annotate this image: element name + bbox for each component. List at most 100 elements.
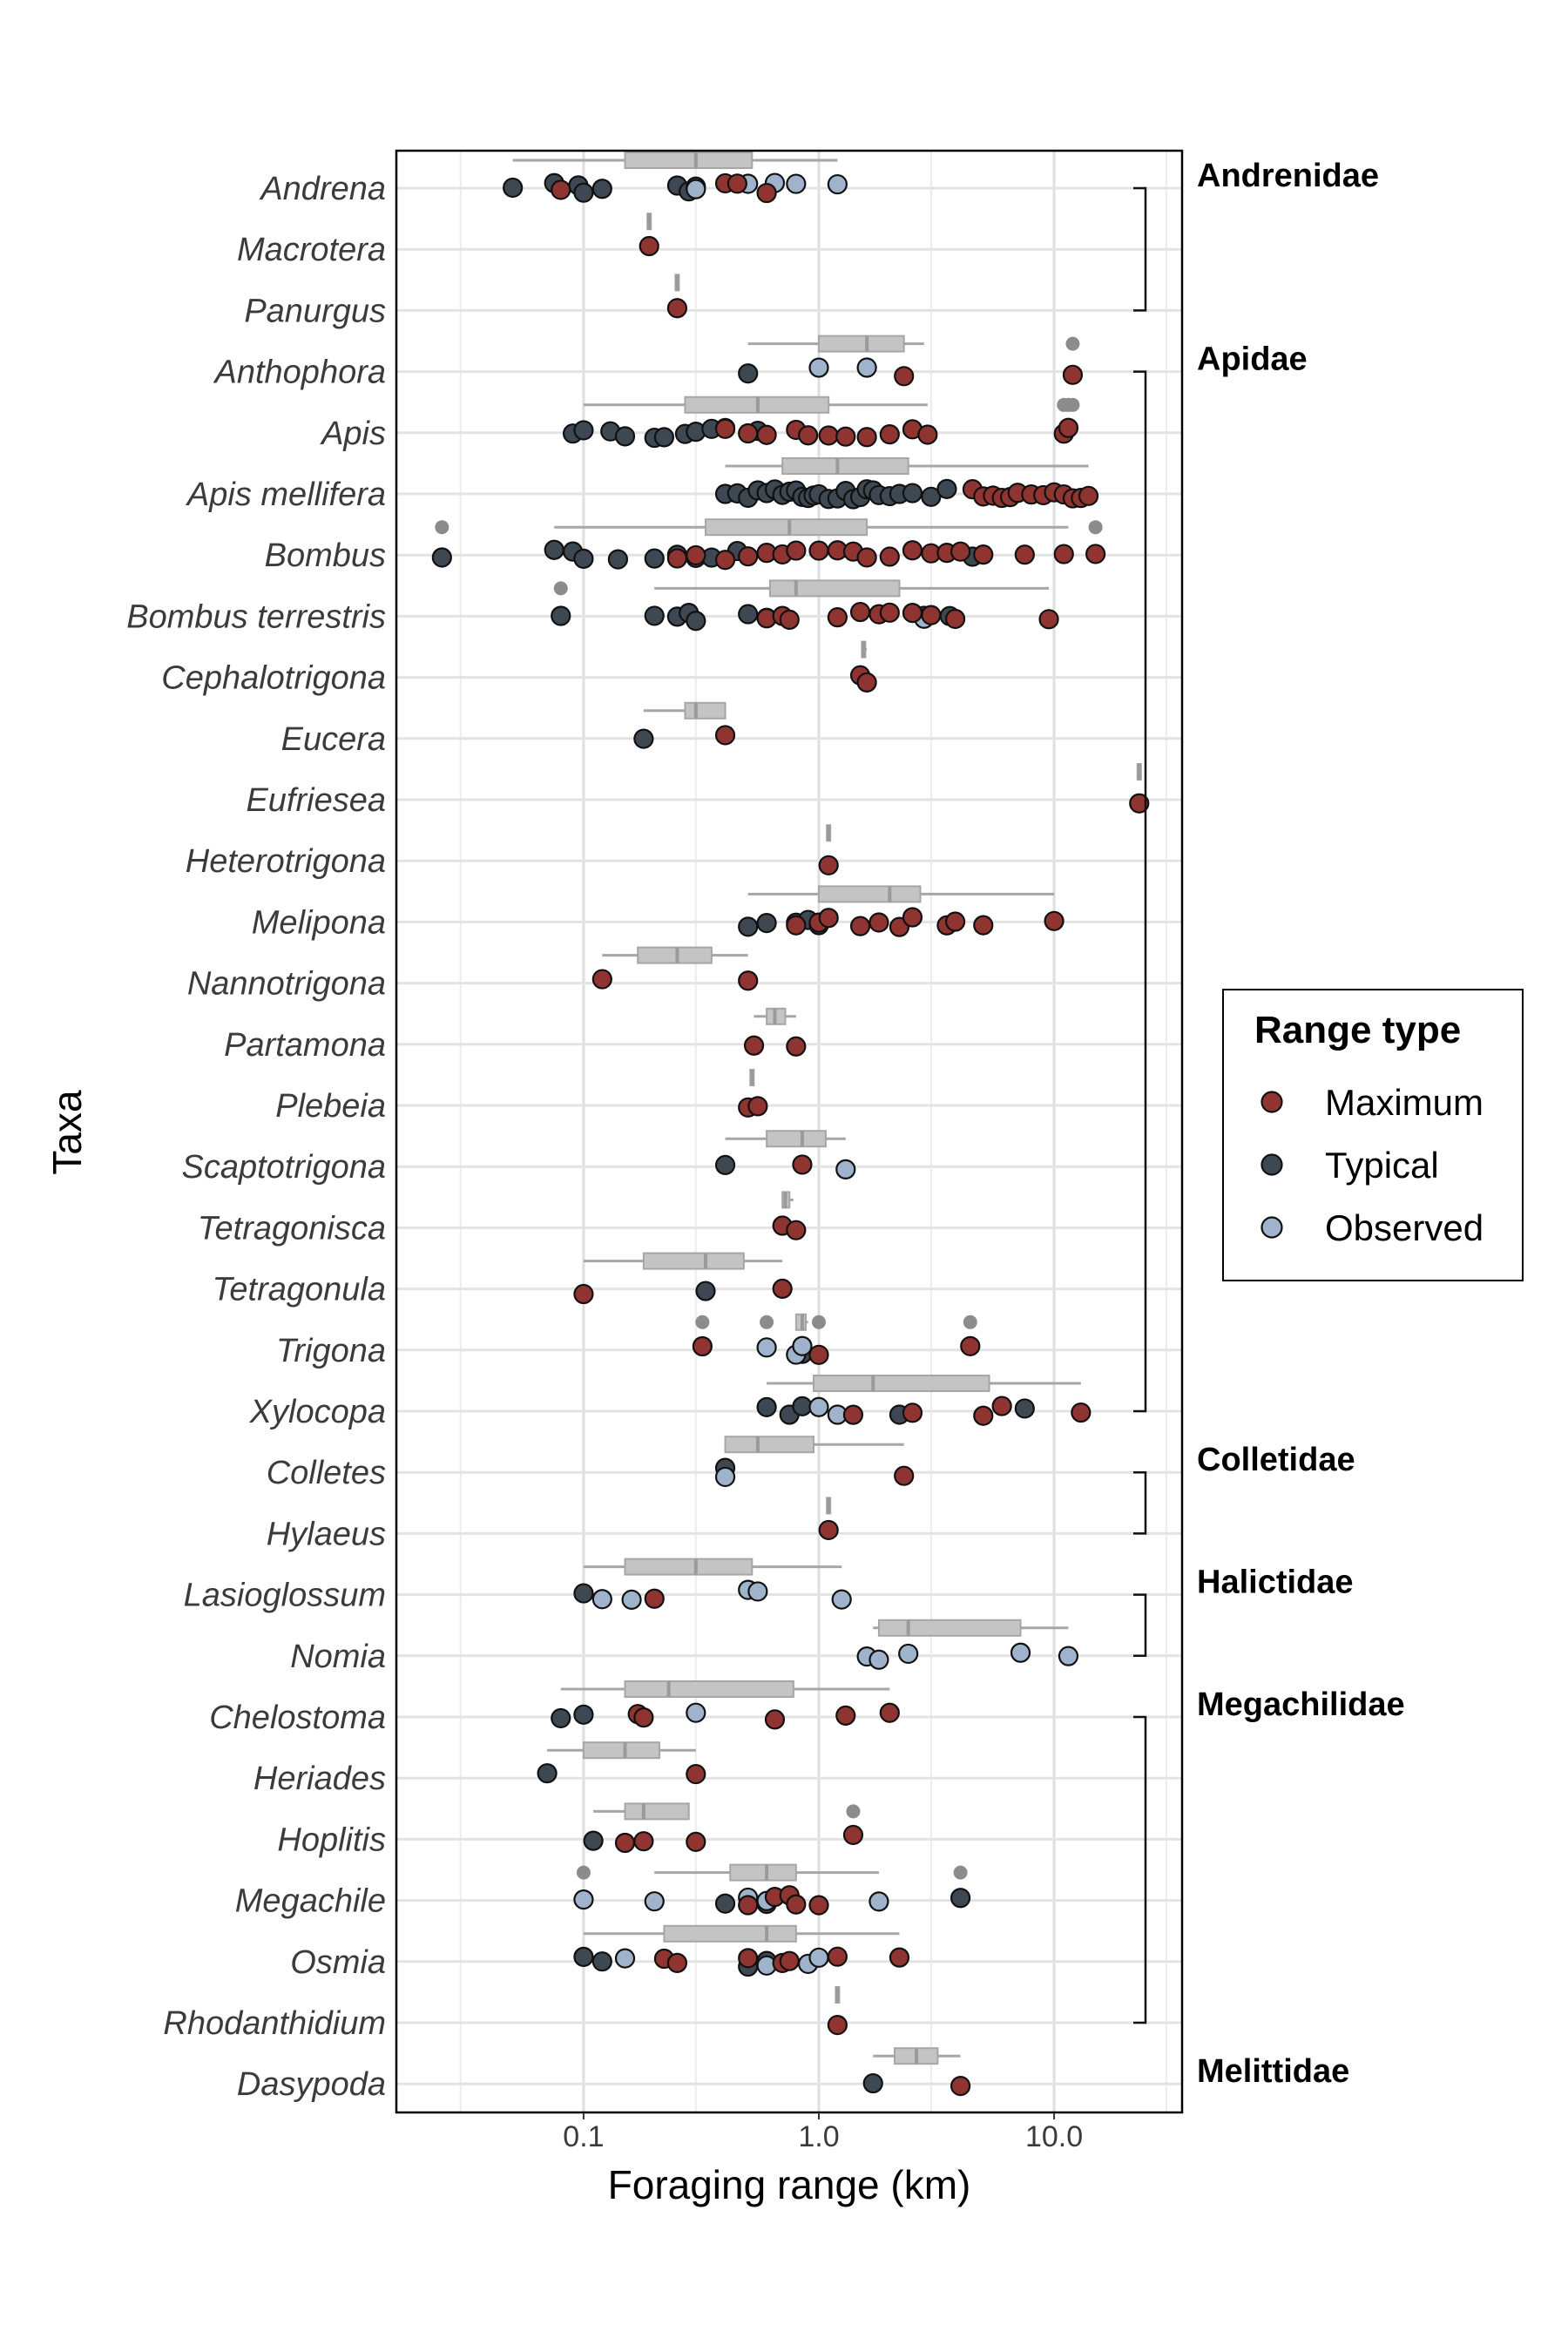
- point-typical: [551, 605, 571, 626]
- taxon-label: Andrena: [259, 171, 386, 207]
- point-maximum: [756, 424, 777, 445]
- point-maximum: [639, 235, 659, 257]
- point-observed: [591, 1589, 612, 1610]
- point-typical: [862, 2072, 883, 2094]
- point-maximum: [573, 1283, 594, 1305]
- y-tick-labels: Andrena Macrotera Panurgus Anthophora Apis Ap…: [126, 171, 386, 2103]
- point-observed: [614, 1948, 636, 1969]
- point-maximum: [1085, 544, 1106, 564]
- boxplot-outlier: [760, 1315, 774, 1329]
- y-axis-title: Taxa: [44, 1090, 90, 1175]
- point-maximum: [786, 1220, 807, 1240]
- point-observed: [868, 1649, 889, 1670]
- point-observed: [827, 173, 848, 195]
- boxplot-outlier: [963, 1315, 977, 1329]
- taxon-label: Colletes: [267, 1455, 386, 1491]
- point-typical: [583, 1830, 604, 1851]
- taxon-label: Rhodanthidium: [163, 2005, 386, 2042]
- taxon-label: Nomia: [290, 1639, 386, 1675]
- point-typical: [573, 182, 594, 203]
- point-maximum: [917, 424, 938, 445]
- point-typical: [756, 1396, 777, 1417]
- taxon-label: Macrotera: [237, 232, 386, 268]
- boxplot-box: [724, 1436, 814, 1454]
- point-maximum: [738, 1895, 759, 1916]
- point-maximum: [1038, 609, 1059, 630]
- family-brackets: Andrenidae Apidae Colletidae Halictidae Mega…: [1133, 158, 1405, 2090]
- boxplot-box: [704, 518, 868, 537]
- point-maximum: [779, 609, 800, 630]
- boxplot-outlier: [953, 1865, 968, 1880]
- legend-label-maximum: Maximum: [1325, 1082, 1484, 1123]
- point-maximum: [1062, 364, 1084, 385]
- point-maximum: [633, 1707, 654, 1728]
- point-observed: [898, 1643, 919, 1665]
- point-maximum: [666, 548, 688, 569]
- point-maximum: [902, 602, 923, 624]
- point-maximum: [1078, 485, 1099, 506]
- taxon-label: Scaptotrigona: [182, 1149, 387, 1186]
- point-maximum: [950, 2076, 971, 2097]
- point-maximum: [849, 916, 871, 936]
- point-maximum: [973, 544, 994, 565]
- point-maximum: [686, 1763, 706, 1785]
- family-label: Megachilidae: [1197, 1686, 1405, 1723]
- family-label: Melittidae: [1197, 2053, 1349, 2090]
- point-observed: [835, 1159, 856, 1179]
- point-observed: [756, 1337, 777, 1358]
- taxon-label: Tetragonula: [213, 1272, 386, 1308]
- point-typical: [756, 912, 777, 934]
- taxon-label: Xylocopa: [249, 1394, 386, 1430]
- family-bracket: [1133, 186, 1147, 312]
- family-label: Colletidae: [1197, 1442, 1355, 1478]
- point-observed: [1010, 1642, 1031, 1663]
- point-maximum: [738, 970, 759, 991]
- point-maximum: [921, 605, 942, 625]
- point-maximum: [808, 1344, 829, 1365]
- point-maximum: [835, 1705, 856, 1727]
- boxplot-box: [624, 1558, 754, 1576]
- point-maximum: [808, 540, 829, 561]
- taxon-label: Heterotrigona: [186, 843, 386, 880]
- taxon-label: Partamona: [224, 1027, 386, 1064]
- point-maximum: [633, 1831, 654, 1852]
- point-maximum: [666, 1952, 688, 1973]
- point-observed: [714, 1466, 736, 1488]
- boxplot-outlier: [576, 1865, 591, 1880]
- point-maximum: [798, 425, 819, 446]
- point-maximum: [772, 1278, 793, 1300]
- taxon-label: Lasioglossum: [184, 1578, 386, 1614]
- point-observed: [747, 1581, 768, 1602]
- boxplot-box: [766, 1130, 827, 1148]
- point-observed: [856, 357, 877, 378]
- boxplot-box: [781, 457, 909, 475]
- point-typical: [792, 1396, 813, 1416]
- point-observed: [573, 1889, 594, 1910]
- point-maximum: [902, 540, 923, 561]
- point-maximum: [1071, 1402, 1092, 1423]
- point-typical: [537, 1763, 558, 1784]
- point-maximum: [786, 1036, 807, 1057]
- point-typical: [503, 177, 524, 199]
- point-maximum: [644, 1588, 665, 1609]
- point-maximum: [551, 179, 571, 200]
- taxon-label: Nannotrigona: [187, 966, 386, 1003]
- point-typical: [936, 478, 957, 499]
- point-observed: [786, 173, 807, 194]
- point-observed: [808, 1396, 829, 1417]
- x-axis-title: Foraging range (km): [608, 2162, 971, 2207]
- point-typical: [591, 1951, 612, 1972]
- point-typical: [714, 1154, 736, 1176]
- taxon-label: Chelostoma: [209, 1700, 386, 1736]
- point-maximum: [666, 298, 688, 319]
- point-maximum: [792, 1154, 813, 1175]
- point-maximum: [944, 608, 966, 630]
- point-maximum: [856, 427, 877, 448]
- point-maximum: [879, 1702, 900, 1723]
- legend-label-typical: Typical: [1325, 1145, 1439, 1186]
- point-maximum: [818, 908, 839, 929]
- point-typical: [573, 548, 594, 570]
- taxon-label: Plebeia: [275, 1088, 386, 1125]
- point-typical: [695, 1281, 716, 1301]
- boxplot-box: [812, 1375, 990, 1392]
